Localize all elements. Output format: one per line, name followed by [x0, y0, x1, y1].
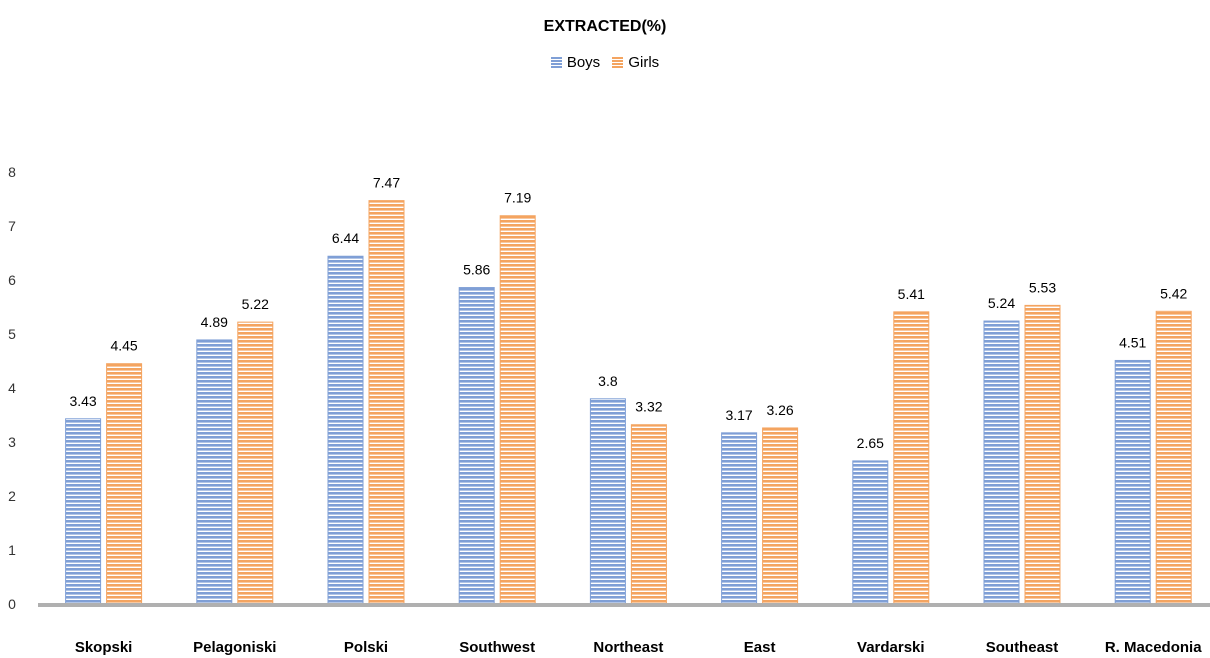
bar-girls	[237, 321, 274, 605]
y-tick-label: 8	[8, 164, 16, 180]
bar-boys	[852, 460, 889, 605]
bar-boys	[721, 432, 758, 605]
data-label: 7.19	[504, 190, 531, 206]
y-tick-label: 5	[8, 326, 16, 342]
data-label: 5.41	[898, 286, 925, 302]
x-tick-label: Pelagoniski	[193, 639, 276, 656]
bar-boys	[327, 255, 364, 605]
y-tick-label: 3	[8, 434, 16, 450]
legend-swatch-girls	[612, 57, 624, 68]
data-label: 5.86	[463, 262, 490, 278]
x-tick-label: East	[744, 639, 776, 656]
bar-girls	[1155, 310, 1192, 605]
bar-girls	[499, 215, 536, 605]
bar-boys	[1114, 359, 1151, 605]
x-tick-label: Southwest	[459, 639, 535, 656]
bar-girls	[630, 424, 667, 605]
x-tick-label: R. Macedonia	[1105, 639, 1202, 656]
bar-girls	[368, 200, 405, 605]
data-label: 3.17	[725, 407, 752, 423]
legend-label-boys: Boys	[566, 54, 601, 71]
y-tick-label: 6	[8, 272, 16, 288]
legend-swatch-boys	[550, 57, 562, 68]
y-tick-label: 4	[8, 380, 16, 396]
y-tick-label: 7	[8, 218, 16, 234]
x-tick-label: Northeast	[593, 639, 663, 656]
bar-boys	[65, 418, 102, 605]
bar-boys	[196, 339, 233, 605]
data-label: 6.44	[332, 230, 359, 246]
legend-item-boys: Boys	[550, 54, 601, 71]
bar-girls	[762, 427, 799, 605]
data-label: 4.89	[201, 314, 228, 330]
bar-boys	[983, 320, 1020, 605]
legend-item-girls: Girls	[612, 54, 659, 71]
data-label: 5.42	[1160, 285, 1187, 301]
data-label: 5.22	[242, 296, 269, 312]
data-label: 4.45	[110, 338, 137, 354]
data-label: 5.24	[988, 295, 1015, 311]
legend: Boys Girls	[0, 54, 1210, 72]
data-label: 3.32	[635, 399, 662, 415]
x-tick-label: Polski	[344, 639, 388, 656]
data-label: 5.53	[1029, 279, 1056, 295]
y-tick-label: 1	[8, 542, 16, 558]
y-tick-label: 0	[8, 596, 16, 612]
data-label: 3.26	[766, 402, 793, 418]
bar-girls	[893, 311, 930, 605]
bar-boys	[458, 287, 495, 605]
data-label: 3.43	[69, 393, 96, 409]
legend-label-girls: Girls	[628, 54, 660, 71]
x-tick-label: Skopski	[75, 639, 133, 656]
x-tick-label: Vardarski	[857, 639, 925, 656]
data-label: 2.65	[857, 435, 884, 451]
x-tick-label: Southeast	[986, 639, 1059, 656]
y-tick-label: 2	[8, 488, 16, 504]
bar-girls	[106, 363, 143, 605]
data-label: 7.47	[373, 175, 400, 191]
data-label: 4.51	[1119, 334, 1146, 350]
bar-girls	[1024, 304, 1061, 605]
data-label: 3.8	[598, 373, 618, 389]
bar-boys	[589, 398, 626, 605]
chart-title: EXTRACTED(%)	[543, 18, 667, 35]
